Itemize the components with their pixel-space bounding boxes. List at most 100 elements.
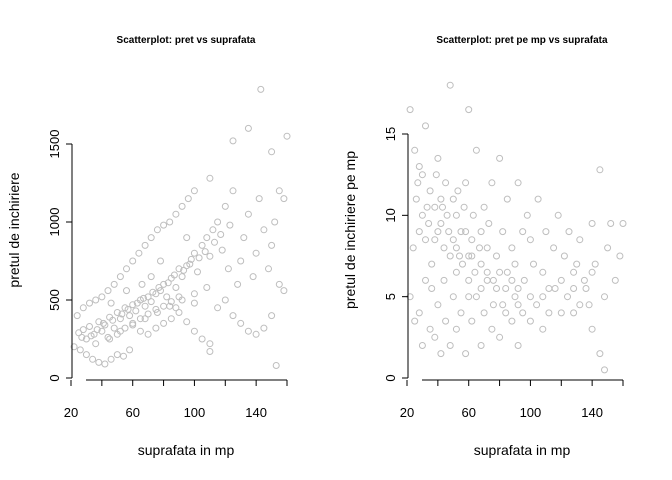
scatter-point [414,179,422,187]
scatter-point [229,137,237,145]
scatter-point [534,195,542,203]
scatter-point [164,279,172,287]
scatter-point [180,266,188,274]
scatter-points [406,81,627,374]
scatter-point [283,132,291,140]
scatter-point [588,220,596,227]
scatter-point [268,241,276,249]
scatter-point [136,315,144,323]
scatter-point [434,154,442,162]
scatter-point [591,260,599,268]
scatter-point [129,257,137,265]
scatter-point [229,187,237,195]
scatter-point [465,106,473,114]
scatter-point [545,309,553,317]
scatter-point [140,294,147,302]
scatter-point [434,228,442,236]
scatter-point [557,276,565,284]
scatter-point [172,210,180,218]
scatter-point [449,293,457,301]
scatter-point [123,287,130,295]
scatter-point [442,179,450,187]
scatter-point [167,298,175,306]
scatter-point [437,195,445,203]
y-ticks: 0 500 1000 1500 [47,130,72,382]
scatter-point [499,228,507,236]
y-tick-label: 15 [383,127,398,141]
chart-title: Scatterplot: pret vs suprafata [117,35,256,46]
scatter-point [582,285,590,292]
scatter-point [95,358,103,366]
scatter-point [252,330,260,338]
scatter-point [415,163,423,170]
scatter-point [221,202,229,210]
scatter-point [539,268,547,276]
scatter-point [442,317,450,325]
scatter-point [260,226,268,234]
scatter-point [499,301,507,309]
scatter-point [268,148,276,156]
x-tick-label: 100 [184,405,206,420]
scatter-point [149,288,157,296]
scatter-point [452,268,460,276]
scatter-point [514,301,522,309]
scatter-point [265,265,272,273]
scatter-point [489,301,497,309]
scatter-point [493,252,500,260]
scatter-point [89,355,97,363]
scatter-point [437,220,445,227]
scatter-point [415,309,423,317]
scatter-point [190,299,198,307]
scatter-point [78,333,86,341]
scatter-point [483,276,491,284]
scatter-point [462,350,470,358]
scatter-point [616,252,624,260]
scatter-point [82,351,90,359]
scatter-point [560,252,568,260]
scatter-point [422,276,429,284]
scatter-point [457,309,465,317]
scatter-point [411,146,419,154]
y-axis-label: pretul de inchiriere [6,172,22,287]
scatter-point [428,285,436,292]
scatter-point [465,276,473,284]
scatter-point [472,293,480,301]
scatter-point [141,302,149,310]
scatter-point [468,317,476,325]
scatter-point [508,276,516,284]
scatter-point [426,325,434,333]
scatter-point [449,195,457,203]
x-tick-label: 140 [581,405,603,420]
scatter-point [178,273,186,281]
scatter-point [113,351,121,359]
scatter-point [237,319,245,327]
scatter-point [557,309,565,317]
scatter-point [519,309,527,317]
scatter-point [124,305,132,313]
y-tick-label: 1500 [47,130,62,159]
scatter-point [87,332,95,340]
scatter-point [237,257,245,265]
scatter-point [480,203,488,211]
scatter-point [426,187,434,195]
scatter-point [175,309,183,316]
scatter-point [483,244,491,252]
scatter-point [570,285,578,292]
scatter-point [514,179,522,187]
scatter-point [477,342,485,349]
scatter-point [203,234,211,242]
scatter-point [126,312,134,320]
scatter-point [480,309,488,317]
scatter-point [460,203,468,211]
scatter-point [519,228,527,236]
scatter-point [431,236,439,244]
x-tick-label: 140 [245,405,267,420]
scatter-point [539,325,547,333]
scatter-point [104,287,112,295]
scatter-point [489,276,497,284]
scatter-point [166,302,174,310]
scatter-point [198,335,206,343]
scatter-point [415,228,423,236]
x-tick-label: 100 [520,405,542,420]
scatter-point [99,319,107,327]
